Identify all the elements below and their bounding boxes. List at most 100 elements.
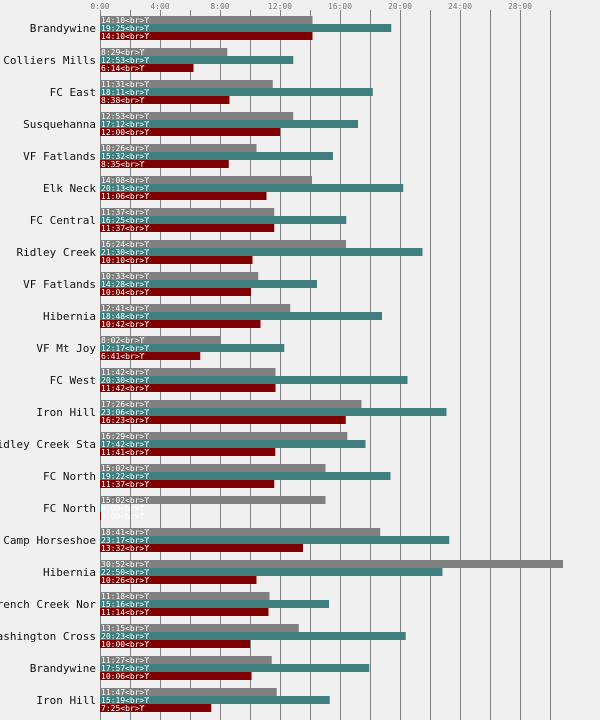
data-label: 11:42<br>ϒ xyxy=(101,384,149,393)
data-label: 11:27<br>ϒ xyxy=(101,656,149,665)
x-tick-label: 16:00 xyxy=(328,2,352,11)
bar xyxy=(100,472,391,480)
bar xyxy=(100,536,450,544)
bar xyxy=(100,288,251,296)
bar xyxy=(100,600,329,608)
data-label: 10:26<br>ϒ xyxy=(101,576,149,585)
data-label: 8:02<br>ϒ xyxy=(101,336,145,345)
bar xyxy=(100,256,253,264)
data-label: 19:25<br>ϒ xyxy=(101,24,149,33)
data-label: 17:26<br>ϒ xyxy=(101,400,149,409)
data-label: 20:13<br>ϒ xyxy=(101,184,149,193)
bar xyxy=(100,480,275,488)
x-tick-label: 0:00 xyxy=(90,2,109,11)
data-label: 0:00<br>ϒ xyxy=(101,512,145,521)
category-label: Brandywine xyxy=(30,22,96,35)
data-label: 12:00<br>ϒ xyxy=(101,128,149,137)
data-label: 11:31<br>ϒ xyxy=(101,80,149,89)
data-label: 14:28<br>ϒ xyxy=(101,280,149,289)
bar xyxy=(100,376,408,384)
bar xyxy=(100,416,346,424)
bar xyxy=(100,56,294,64)
category-label: VF Mt Joy xyxy=(36,342,96,355)
category-label: Elk Neck xyxy=(43,182,96,195)
bar xyxy=(100,448,276,456)
bar xyxy=(100,120,358,128)
data-label: 10:04<br>ϒ xyxy=(101,288,149,297)
bar xyxy=(100,160,229,168)
x-tick-label: 24:00 xyxy=(448,2,472,11)
data-label: 30:52<br>ϒ xyxy=(101,560,149,569)
data-label: 16:23<br>ϒ xyxy=(101,416,149,425)
x-tick-label: 12:00 xyxy=(268,2,292,11)
data-label: 11:47<br>ϒ xyxy=(101,688,149,697)
bar xyxy=(100,560,563,568)
bar xyxy=(100,576,257,584)
bar xyxy=(100,152,333,160)
data-label: 17:42<br>ϒ xyxy=(101,440,149,449)
data-label: 8:29<br>ϒ xyxy=(101,48,145,57)
data-label: 0:00<br>ϒ xyxy=(101,504,145,513)
bar xyxy=(100,504,101,512)
bar xyxy=(100,632,406,640)
data-label: 10:06<br>ϒ xyxy=(101,672,149,681)
bar xyxy=(100,208,275,216)
bar xyxy=(100,400,362,408)
bar xyxy=(100,528,381,536)
data-label: 12:53<br>ϒ xyxy=(101,112,149,121)
data-label: 23:06<br>ϒ xyxy=(101,408,149,417)
category-label: VF Fatlands xyxy=(23,150,96,163)
data-label: 8:38<br>ϒ xyxy=(101,96,145,105)
data-label: 10:33<br>ϒ xyxy=(101,272,149,281)
bar xyxy=(100,176,312,184)
bar xyxy=(100,664,370,672)
bar xyxy=(100,88,373,96)
bar xyxy=(100,32,313,40)
data-label: 12:41<br>ϒ xyxy=(101,304,149,313)
data-label: 15:32<br>ϒ xyxy=(101,152,149,161)
data-label: 15:02<br>ϒ xyxy=(101,496,149,505)
bar xyxy=(100,248,423,256)
bar xyxy=(100,48,228,56)
data-label: 23:17<br>ϒ xyxy=(101,536,149,545)
bar xyxy=(100,368,276,376)
data-label: 11:41<br>ϒ xyxy=(101,448,149,457)
bar xyxy=(100,320,261,328)
data-label: 11:06<br>ϒ xyxy=(101,192,149,201)
data-label: 11:14<br>ϒ xyxy=(101,608,149,617)
bar xyxy=(100,280,317,288)
category-label: VF Fatlands xyxy=(23,278,96,291)
bar xyxy=(100,128,280,136)
data-label: 11:42<br>ϒ xyxy=(101,368,149,377)
category-label: Susquehanna xyxy=(23,118,96,131)
x-tick-label: 20:00 xyxy=(388,2,412,11)
bar xyxy=(100,544,303,552)
bar xyxy=(100,688,277,696)
data-label: 16:25<br>ϒ xyxy=(101,216,149,225)
bar xyxy=(100,184,404,192)
data-label: 17:57<br>ϒ xyxy=(101,664,149,673)
bar xyxy=(100,192,267,200)
data-label: 10:00<br>ϒ xyxy=(101,640,149,649)
bar xyxy=(100,408,447,416)
category-label: Iron Hill xyxy=(36,406,96,419)
data-label: 18:11<br>ϒ xyxy=(101,88,149,97)
data-label: 17:12<br>ϒ xyxy=(101,120,149,129)
bar xyxy=(100,592,270,600)
category-label: Washington Cross xyxy=(0,630,96,643)
bar xyxy=(100,496,326,504)
category-label: Camp Horseshoe xyxy=(3,534,96,547)
x-tick-label: 28:00 xyxy=(508,2,532,11)
category-label: Hibernia xyxy=(43,566,96,579)
data-label: 16:24<br>ϒ xyxy=(101,240,149,249)
data-label: 18:48<br>ϒ xyxy=(101,312,149,321)
bar xyxy=(100,64,194,72)
bar xyxy=(100,464,326,472)
category-label: Ridley Creek Sta xyxy=(0,438,96,451)
data-label: 6:41<br>ϒ xyxy=(101,352,145,361)
bar xyxy=(100,352,201,360)
bar xyxy=(100,24,392,32)
category-label: Brandywine xyxy=(30,662,96,675)
x-tick-label: 4:00 xyxy=(150,2,169,11)
